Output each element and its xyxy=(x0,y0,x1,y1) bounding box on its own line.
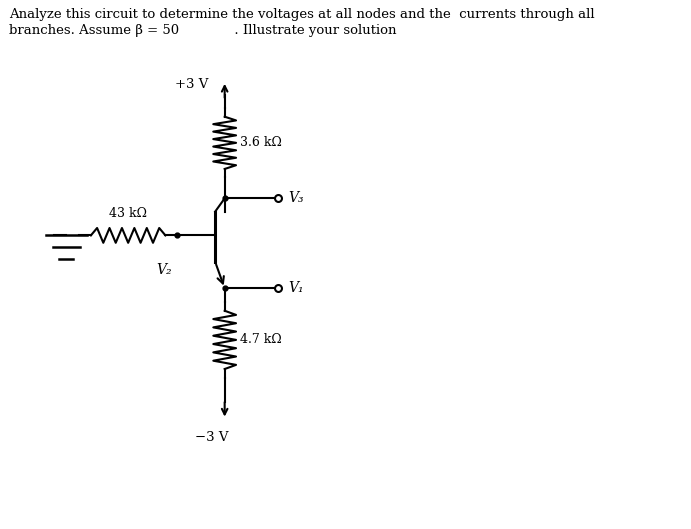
Text: 3.6 kΩ: 3.6 kΩ xyxy=(240,136,283,149)
Text: −3 V: −3 V xyxy=(196,431,229,444)
Text: Analyze this circuit to determine the voltages at all nodes and the  currents th: Analyze this circuit to determine the vo… xyxy=(10,8,595,21)
Text: branches. Assume β = 50             . Illustrate your solution: branches. Assume β = 50 . Illustrate you… xyxy=(10,24,397,37)
Text: V₁: V₁ xyxy=(288,281,303,295)
Text: V₃: V₃ xyxy=(288,191,303,205)
Text: 43 kΩ: 43 kΩ xyxy=(109,206,147,220)
Text: V₂: V₂ xyxy=(157,263,172,277)
Text: 4.7 kΩ: 4.7 kΩ xyxy=(240,333,282,346)
Text: +3 V: +3 V xyxy=(176,78,209,91)
